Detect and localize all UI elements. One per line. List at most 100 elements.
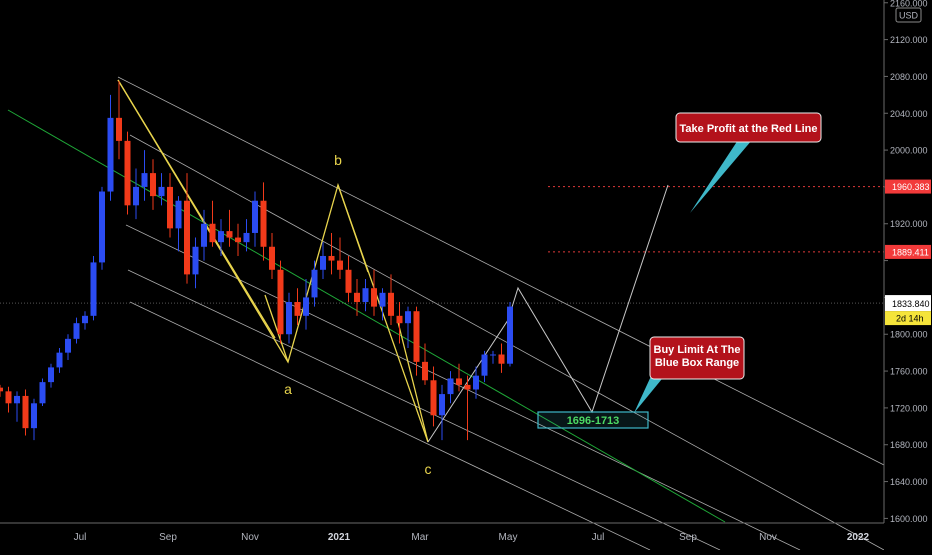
- candle[interactable]: [354, 292, 360, 303]
- buy-limit-text: Buy Limit At The: [654, 344, 741, 356]
- candle[interactable]: [371, 288, 377, 307]
- buy-range-box[interactable]: [537, 411, 649, 429]
- candle[interactable]: [269, 246, 275, 270]
- buy-range-text: 1696-1713: [567, 415, 620, 427]
- candle[interactable]: [405, 311, 411, 324]
- candle[interactable]: [5, 391, 12, 404]
- candle[interactable]: [379, 292, 386, 307]
- candle[interactable]: [481, 354, 488, 376]
- price-tick-label: 1680.000: [890, 440, 928, 450]
- candle[interactable]: [260, 200, 267, 247]
- candle[interactable]: [65, 338, 71, 353]
- candle[interactable]: [99, 191, 105, 263]
- candle[interactable]: [22, 395, 29, 429]
- wave-leg-4: [397, 321, 429, 443]
- time-tick-label: Sep: [679, 532, 697, 543]
- candle[interactable]: [303, 297, 309, 316]
- candle[interactable]: [311, 269, 318, 298]
- candle[interactable]: [430, 380, 437, 416]
- candle[interactable]: [396, 315, 403, 324]
- price-tick-label: 1640.000: [890, 477, 928, 487]
- candle[interactable]: [167, 186, 173, 229]
- time-tick-label: Nov: [241, 532, 259, 543]
- candle[interactable]: [235, 237, 241, 243]
- buy-limit-pointer: [634, 374, 666, 413]
- candle[interactable]: [73, 323, 80, 339]
- candle[interactable]: [473, 375, 479, 390]
- candle[interactable]: [320, 255, 326, 270]
- take-profit-text: Take Profit at the Red Line: [680, 123, 818, 135]
- candle[interactable]: [158, 186, 165, 197]
- candle[interactable]: [141, 173, 148, 187]
- candle[interactable]: [456, 378, 462, 385]
- candle[interactable]: [107, 117, 114, 192]
- current-price-label: 1833.840: [892, 299, 930, 309]
- candle[interactable]: [490, 354, 496, 356]
- wave-label-c: c: [425, 461, 432, 477]
- candle[interactable]: [90, 262, 97, 316]
- candle[interactable]: [439, 394, 445, 416]
- price-tick-label: 2080.000: [890, 72, 928, 82]
- candle[interactable]: [0, 387, 3, 392]
- candle[interactable]: [133, 186, 139, 206]
- price-tick-label: 2000.000: [890, 146, 928, 156]
- candle[interactable]: [31, 403, 37, 429]
- candle[interactable]: [337, 260, 343, 270]
- candle[interactable]: [116, 117, 122, 141]
- time-tick-label: 2021: [328, 532, 351, 543]
- wave-label-a: a: [284, 381, 292, 397]
- candle[interactable]: [201, 223, 207, 247]
- candle[interactable]: [14, 395, 20, 404]
- candle[interactable]: [150, 173, 156, 197]
- target-price-label-bg: [885, 244, 931, 259]
- buy-limit-callout[interactable]: [649, 336, 745, 380]
- time-tick-label: Mar: [411, 532, 429, 543]
- candle[interactable]: [82, 315, 88, 324]
- price-tick-label: 1760.000: [890, 367, 928, 377]
- candle[interactable]: [218, 231, 224, 243]
- candle[interactable]: [252, 200, 258, 233]
- countdown-label-bg: [885, 311, 931, 326]
- candle[interactable]: [294, 302, 301, 316]
- price-tick-label: 2040.000: [890, 109, 928, 119]
- candle[interactable]: [345, 269, 352, 293]
- candle[interactable]: [498, 354, 505, 364]
- candle[interactable]: [507, 306, 513, 364]
- candle[interactable]: [286, 302, 292, 335]
- currency-label: USD: [899, 11, 919, 21]
- candle[interactable]: [124, 140, 131, 206]
- projection-path: [427, 184, 669, 443]
- candle[interactable]: [175, 200, 182, 229]
- buy-limit-text: Blue Box Range: [655, 357, 739, 369]
- candle[interactable]: [39, 382, 46, 404]
- wave-label-b: b: [334, 152, 342, 168]
- target-price-label-bg: [885, 179, 931, 194]
- candle[interactable]: [422, 361, 428, 381]
- candle[interactable]: [447, 378, 454, 395]
- candle[interactable]: [362, 288, 369, 303]
- price-tick-label: 1600.000: [890, 514, 928, 524]
- candle[interactable]: [184, 200, 190, 275]
- candle[interactable]: [464, 384, 471, 390]
- time-tick-label: Jul: [592, 532, 605, 543]
- channel-line-2: [125, 224, 801, 551]
- candle[interactable]: [192, 246, 199, 275]
- candle[interactable]: [56, 352, 63, 368]
- wave-leg-2: [337, 184, 369, 273]
- candle[interactable]: [413, 311, 420, 362]
- candle[interactable]: [388, 292, 394, 316]
- candle[interactable]: [226, 231, 233, 238]
- pitchfork-median-line: [7, 109, 726, 523]
- candle[interactable]: [328, 255, 335, 261]
- take-profit-callout[interactable]: [675, 112, 822, 143]
- candle[interactable]: [277, 269, 284, 335]
- candle[interactable]: [243, 232, 250, 243]
- candle[interactable]: [209, 223, 216, 243]
- countdown-label: 2d 14h: [896, 314, 924, 324]
- currency-badge: [895, 7, 922, 23]
- candle[interactable]: [48, 367, 54, 383]
- time-tick-label: 2022: [847, 532, 870, 543]
- current-price-label-bg: [885, 295, 931, 312]
